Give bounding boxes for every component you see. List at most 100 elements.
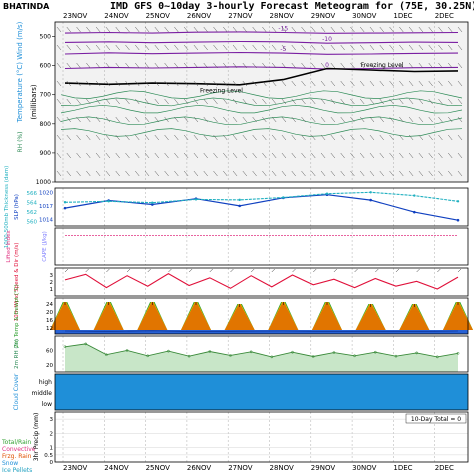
wind-barb [213,170,218,177]
wind-barb [193,26,199,33]
wind-barb [311,134,316,141]
precip-legend-item: Total/Rain [1,439,31,446]
wind-barb [418,80,424,87]
wind-barb [242,170,248,177]
wind-direction-barb [457,268,462,273]
date-label-bottom: 26NOV [187,464,212,472]
wind-barb [369,98,375,105]
wind-barb [242,80,248,87]
cross-section-frame [54,21,469,183]
wind-barb [154,44,160,51]
wind-barb [86,170,91,177]
slp-point [63,206,67,210]
thickness-point [413,194,416,197]
wind-barb [448,116,453,123]
wind-barb [66,170,71,177]
rh-point [187,354,191,358]
wind-barb [252,134,257,141]
cloud-level-label: middle [32,390,53,397]
wind-barb [105,170,111,177]
wind-barb [223,152,228,159]
wind-barb [76,44,81,51]
wind-barb [203,26,208,33]
wind-barb [115,80,120,87]
rh-point [415,351,418,355]
wind-barb [223,170,228,177]
wind-barb [311,26,316,33]
wind-barb [301,62,306,69]
wind-barb [223,62,228,69]
wind-barb [379,116,384,123]
y-tick-label: 700 [40,92,52,99]
wind-barb [399,44,404,51]
wind-barb [164,80,169,87]
wind-barb [408,44,414,51]
wind-barb [330,98,336,105]
date-label-top: 27NOV [228,12,253,20]
wind-barb [193,116,199,123]
wind-barb [76,62,81,69]
date-label-bottom: 2DEC [435,464,454,472]
wind-barb [242,134,248,141]
wind-barb [76,170,81,177]
wind-barb [76,134,81,141]
wind-barb [252,170,257,177]
slp-tick-label: 1020 [39,190,53,196]
rh-point [146,354,150,358]
wind-barb [183,152,189,159]
date-label-top: 23NOV [63,12,88,20]
wind-barb [125,98,130,105]
rh-point [63,345,67,349]
wind-barb [311,44,316,51]
wind-barb [262,26,267,33]
wind-barb [340,116,345,123]
wind-barb [359,62,365,69]
stability-frame [54,227,469,266]
wind-barb [232,116,238,123]
wind-barb [408,26,414,33]
wind-speed-line [64,272,459,290]
wind-barb [389,170,394,177]
date-label-bottom: 24NOV [104,464,129,472]
wind-barb [330,44,336,51]
wind-barb [242,116,248,123]
wind-barb [154,26,160,33]
wind-barb [418,26,424,33]
wind-barb [203,170,208,177]
wind-barb [66,62,71,69]
wind-barb [193,62,199,69]
thickness-tick-label: 560 [27,219,38,225]
wind-barb [213,80,218,87]
wind-barb [154,170,160,177]
wind-barb [291,170,296,177]
wind-direction-barb [85,268,89,273]
wind-barb [56,152,62,159]
axis-label-cape: CAPE (J/kg) [42,231,48,262]
wind-barb [203,80,208,87]
wind-barb [135,98,140,105]
wind-barb [418,116,424,123]
date-label-bottom: 27NOV [228,464,253,472]
wind-barb [144,152,150,159]
wind-barb [291,26,296,33]
wind-barb [359,44,365,51]
wind-barb [183,116,189,123]
wind-barb [115,134,120,141]
wind-barb [438,44,443,51]
wind-barb [281,80,287,87]
rh-point [270,355,274,359]
date-label-top: 26NOV [187,12,212,20]
wind-barb [252,62,257,69]
wind-barb [350,170,355,177]
wind-barb [359,134,365,141]
wind-barb [66,152,71,159]
wind-barb [281,26,287,33]
wind-barb [213,134,218,141]
wind-barb [115,152,120,159]
wind-barb [291,134,296,141]
wind-barb [262,80,267,87]
wind-direction-barb [147,268,151,273]
wind-barb [369,170,375,177]
isotherm-line [64,66,459,70]
wind-barb [56,44,62,51]
